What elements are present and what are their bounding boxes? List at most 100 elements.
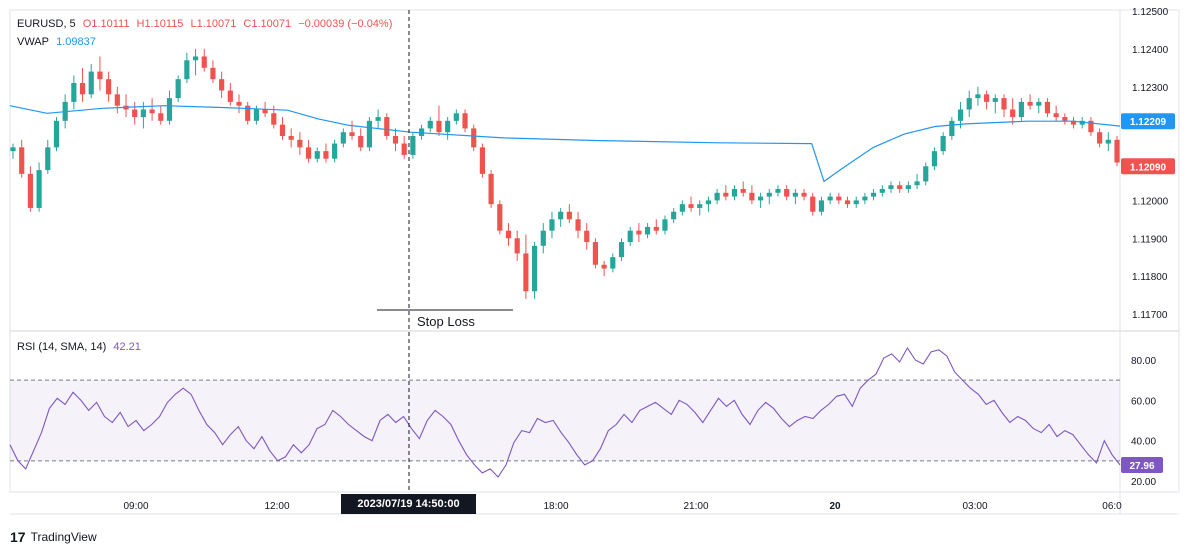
- candle-body: [601, 264, 607, 269]
- candle-body: [558, 211, 564, 220]
- candle: [862, 192, 868, 205]
- candle-body: [1114, 139, 1120, 163]
- candle: [923, 162, 929, 186]
- candle: [731, 185, 738, 201]
- candle-body: [27, 173, 33, 208]
- price-badge-bg: [1121, 158, 1175, 175]
- candle: [401, 135, 407, 159]
- candle: [758, 192, 764, 208]
- crosshair-time-label: 2023/07/19 14:50:00: [341, 494, 476, 514]
- time-tick-label: 03:00: [962, 501, 987, 512]
- candle-body: [871, 192, 877, 197]
- candle-body: [1053, 113, 1059, 118]
- candle-body: [784, 189, 790, 197]
- candle-body: [731, 189, 738, 197]
- candle: [445, 117, 451, 140]
- candle-body: [888, 185, 894, 190]
- candle-body: [905, 185, 911, 190]
- candle-body: [158, 113, 164, 121]
- candle: [88, 64, 94, 99]
- candle-body: [766, 192, 772, 197]
- candle-body: [245, 105, 251, 121]
- candle: [618, 238, 625, 261]
- candle-body: [1010, 109, 1016, 118]
- candle: [871, 189, 877, 201]
- candle-body: [1088, 120, 1094, 133]
- candle-body: [462, 113, 468, 129]
- candle-body: [975, 94, 981, 99]
- candle-body: [314, 151, 320, 159]
- price-badge-vwap: 1.12209: [1121, 113, 1175, 130]
- candle: [531, 242, 538, 299]
- candle: [705, 196, 712, 212]
- rsi-badge-bg: [1121, 456, 1163, 473]
- candle-body: [844, 200, 851, 205]
- candle-body: [818, 200, 825, 212]
- candle: [349, 120, 355, 140]
- candle: [488, 170, 494, 208]
- candle-body: [836, 196, 842, 201]
- candle: [940, 132, 946, 155]
- candle-body: [514, 238, 520, 254]
- candle-body: [992, 98, 998, 102]
- symbol-label[interactable]: EURUSD, 5: [17, 18, 76, 30]
- time-tick-label: 09:00: [123, 501, 148, 512]
- candle: [766, 189, 772, 205]
- candle: [775, 185, 781, 197]
- candle-body: [219, 79, 225, 91]
- candle-body: [401, 143, 407, 155]
- candle-body: [862, 196, 868, 201]
- candle-body: [192, 56, 199, 61]
- candle-body: [575, 219, 581, 231]
- candle: [540, 223, 546, 254]
- tradingview-branding[interactable]: 17 TradingView: [10, 529, 97, 545]
- vwap-legend[interactable]: VWAP 1.09837: [17, 35, 100, 49]
- price-badge-label: 1.12090: [1130, 162, 1167, 173]
- candle: [566, 204, 572, 224]
- chart-frame: [9, 9, 1180, 493]
- candle-body: [966, 98, 972, 110]
- candle: [844, 196, 851, 208]
- candle-body: [697, 204, 703, 208]
- candle: [27, 166, 33, 212]
- close-value: C1.10071: [243, 18, 292, 30]
- time-tick-label: 12:00: [264, 501, 289, 512]
- candle: [175, 75, 181, 102]
- candle: [453, 109, 459, 125]
- candle: [749, 185, 755, 205]
- candle: [479, 143, 486, 178]
- time-tick-label: 18:00: [543, 501, 568, 512]
- candle: [549, 211, 555, 239]
- stop-loss-annotation[interactable]: Stop Loss: [417, 314, 475, 329]
- candle: [1044, 98, 1051, 118]
- candle: [818, 196, 825, 216]
- price-tick-label: 1.12000: [1132, 196, 1169, 207]
- price-tick-label: 1.11700: [1132, 310, 1168, 321]
- candle: [679, 200, 685, 216]
- candle: [610, 253, 616, 273]
- candle-body: [375, 117, 381, 121]
- rsi-legend[interactable]: RSI (14, SMA, 14) 42.21: [17, 340, 145, 354]
- candle: [10, 143, 16, 159]
- candle: [1070, 117, 1077, 129]
- candle: [931, 147, 938, 171]
- candle-body: [488, 173, 494, 205]
- candle: [784, 185, 790, 201]
- candle: [219, 71, 225, 99]
- candle-body: [1105, 139, 1111, 144]
- candle-body: [931, 151, 938, 167]
- candle-body: [166, 98, 173, 121]
- candle: [184, 52, 190, 83]
- candle-body: [45, 147, 51, 171]
- candle: [123, 94, 129, 118]
- candle-body: [923, 166, 929, 182]
- candle: [888, 181, 894, 193]
- candle-body: [149, 109, 155, 114]
- candle-body: [114, 94, 120, 106]
- candle: [810, 192, 816, 216]
- candle-body: [914, 181, 920, 186]
- candle: [497, 200, 503, 235]
- candle: [375, 109, 381, 129]
- candle-body: [36, 170, 42, 208]
